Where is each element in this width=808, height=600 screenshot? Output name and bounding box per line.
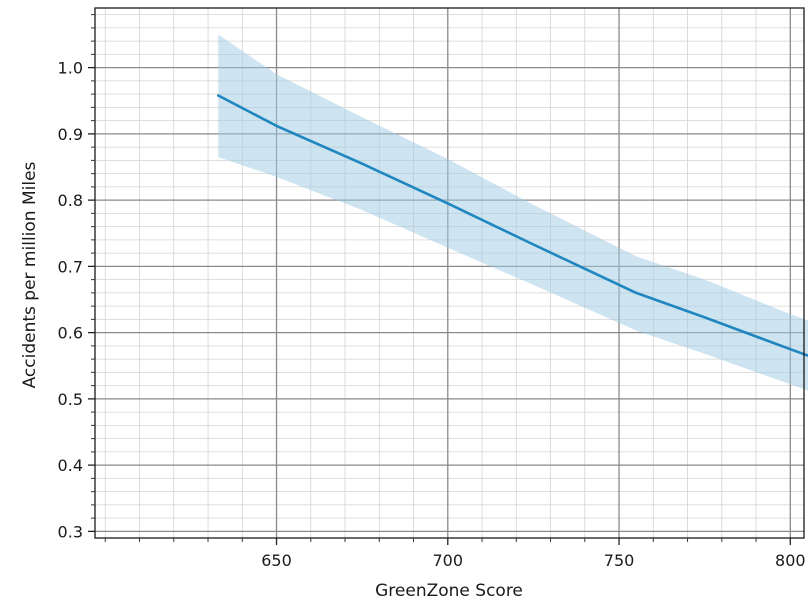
y-tick-label: 0.4 <box>58 456 83 475</box>
minor-gridlines <box>95 8 804 538</box>
x-axis-title: GreenZone Score <box>375 581 523 600</box>
x-tick-label: 750 <box>604 551 635 570</box>
confidence-band <box>218 34 808 391</box>
axes-frame <box>94 7 805 539</box>
series-line <box>217 94 808 358</box>
y-tick-label: 0.3 <box>58 522 83 541</box>
y-tick-label: 1.0 <box>58 59 83 78</box>
y-tick-label: 0.8 <box>58 191 83 210</box>
data-line <box>217 94 808 358</box>
x-tick-label: 700 <box>433 551 464 570</box>
y-tick-label: 0.7 <box>58 257 83 276</box>
y-axis-title: Accidents per million Miles <box>20 161 40 388</box>
y-tick-label: 0.5 <box>58 390 83 409</box>
tick-labels: 6507007508008509009500.30.40.50.60.70.80… <box>58 59 806 570</box>
x-tick-label: 800 <box>775 551 806 570</box>
x-tick-label: 650 <box>261 551 292 570</box>
axis-ticks <box>88 14 791 545</box>
y-tick-label: 0.6 <box>58 324 83 343</box>
y-tick-label: 0.9 <box>58 125 83 144</box>
major-gridlines <box>95 8 804 538</box>
plot-frame <box>94 7 805 539</box>
confidence-band-area <box>218 34 808 391</box>
